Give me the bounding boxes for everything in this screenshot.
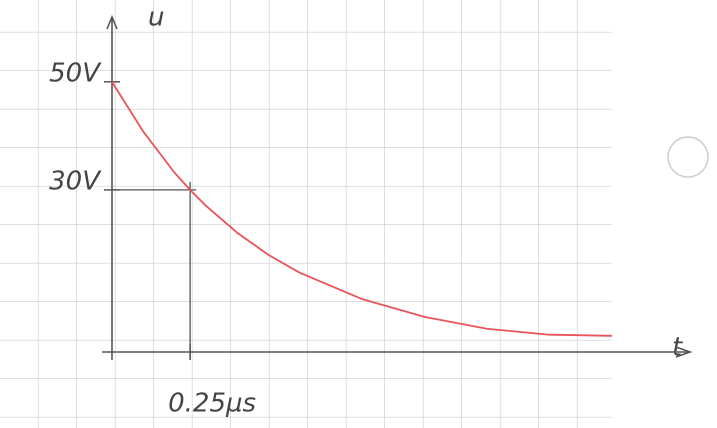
y-tick-label: 30V — [49, 166, 102, 196]
y-tick-label: 50V — [49, 58, 102, 88]
chart: t u 50V30V0.25µs — [0, 0, 717, 428]
x-tick-label: 0.25µs — [168, 389, 256, 419]
y-axis-label: u — [148, 3, 164, 33]
punch-hole — [668, 137, 708, 177]
